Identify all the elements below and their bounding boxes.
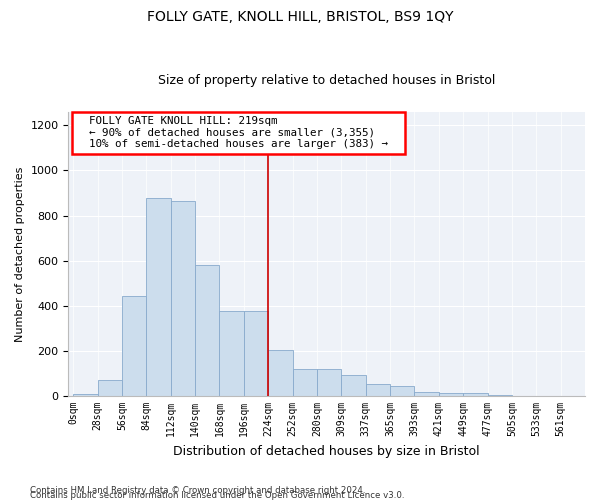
X-axis label: Distribution of detached houses by size in Bristol: Distribution of detached houses by size …: [173, 444, 480, 458]
Bar: [171, 201, 195, 396]
Bar: [293, 369, 317, 396]
Bar: [439, 392, 463, 396]
Bar: [146, 198, 171, 396]
Bar: [341, 374, 365, 396]
Title: Size of property relative to detached houses in Bristol: Size of property relative to detached ho…: [158, 74, 496, 87]
Bar: [488, 395, 512, 396]
Text: Contains HM Land Registry data © Crown copyright and database right 2024.: Contains HM Land Registry data © Crown c…: [30, 486, 365, 495]
Bar: [98, 380, 122, 396]
Bar: [365, 384, 390, 396]
Text: Contains public sector information licensed under the Open Government Licence v3: Contains public sector information licen…: [30, 490, 404, 500]
Bar: [122, 296, 146, 396]
Bar: [463, 394, 488, 396]
Bar: [73, 394, 98, 396]
Bar: [195, 265, 220, 396]
Text: FOLLY GATE, KNOLL HILL, BRISTOL, BS9 1QY: FOLLY GATE, KNOLL HILL, BRISTOL, BS9 1QY: [147, 10, 453, 24]
Bar: [268, 350, 293, 396]
Y-axis label: Number of detached properties: Number of detached properties: [15, 166, 25, 342]
Bar: [220, 312, 244, 396]
Bar: [317, 369, 341, 396]
Bar: [415, 392, 439, 396]
Bar: [390, 386, 415, 396]
Bar: [244, 312, 268, 396]
Text: FOLLY GATE KNOLL HILL: 219sqm  
  ← 90% of detached houses are smaller (3,355)  : FOLLY GATE KNOLL HILL: 219sqm ← 90% of d…: [76, 116, 401, 149]
